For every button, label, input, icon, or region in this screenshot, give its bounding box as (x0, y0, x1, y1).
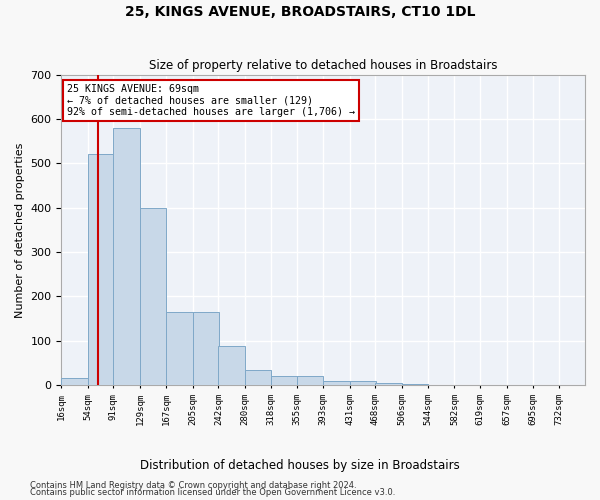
Text: Distribution of detached houses by size in Broadstairs: Distribution of detached houses by size … (140, 458, 460, 471)
Bar (218, 346, 245, 385)
Bar (193, 312, 219, 385)
Y-axis label: Number of detached properties: Number of detached properties (15, 142, 25, 318)
Bar (375, 383, 401, 385)
Bar (271, 376, 298, 385)
Bar (113, 128, 140, 385)
Title: Size of property relative to detached houses in Broadstairs: Size of property relative to detached ho… (149, 59, 497, 72)
Bar (166, 312, 193, 385)
Bar (88, 154, 114, 385)
Bar (245, 370, 271, 385)
Bar (350, 380, 376, 385)
Text: Contains public sector information licensed under the Open Government Licence v3: Contains public sector information licen… (30, 488, 395, 497)
Bar (140, 208, 166, 385)
Text: 25, KINGS AVENUE, BROADSTAIRS, CT10 1DL: 25, KINGS AVENUE, BROADSTAIRS, CT10 1DL (125, 5, 475, 19)
Text: Contains HM Land Registry data © Crown copyright and database right 2024.: Contains HM Land Registry data © Crown c… (30, 480, 356, 490)
Bar (61, 378, 88, 385)
Bar (297, 376, 323, 385)
Text: 25 KINGS AVENUE: 69sqm
← 7% of detached houses are smaller (129)
92% of semi-det: 25 KINGS AVENUE: 69sqm ← 7% of detached … (67, 84, 355, 117)
Bar (401, 384, 428, 385)
Bar (323, 380, 350, 385)
